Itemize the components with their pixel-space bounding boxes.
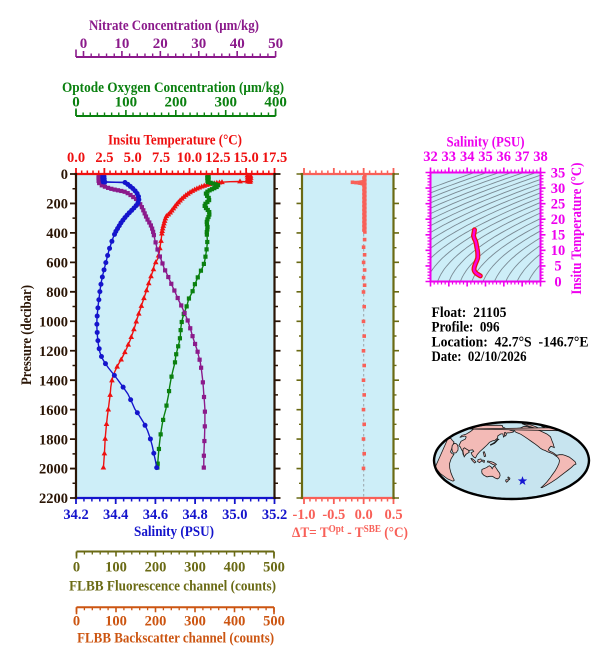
svg-text:17.5: 17.5 [262,150,287,166]
svg-text:40: 40 [230,36,245,52]
svg-text:Nitrate Concentration (μm/kg): Nitrate Concentration (μm/kg) [89,18,259,34]
svg-text:600: 600 [46,256,68,272]
svg-text:Float: 21105: Float: 21105 [432,305,507,321]
svg-text:15: 15 [551,228,566,244]
svg-text:200: 200 [145,560,167,576]
svg-text:2000: 2000 [39,462,68,478]
svg-text:FLBB Backscatter channel (coun: FLBB Backscatter channel (counts) [77,631,274,647]
svg-text:100: 100 [105,560,127,576]
svg-text:0.0: 0.0 [67,150,85,166]
svg-text:2200: 2200 [39,491,68,507]
svg-text:Location: 42.7°S -146.7°E: Location: 42.7°S -146.7°E [432,334,589,350]
svg-text:15.0: 15.0 [233,150,258,166]
svg-text:30: 30 [551,181,566,197]
svg-text:10: 10 [114,36,129,52]
svg-text:400: 400 [46,226,68,242]
svg-text:33: 33 [442,149,457,165]
svg-text:32: 32 [423,149,438,165]
svg-text:35: 35 [551,165,566,181]
svg-text:Profile: 096: Profile: 096 [432,320,500,336]
svg-text:800: 800 [46,285,68,301]
svg-text:36: 36 [497,149,512,165]
svg-text:34.2: 34.2 [63,507,88,523]
svg-text:500: 500 [263,560,285,576]
svg-text:FLBB Fluorescence channel (cou: FLBB Fluorescence channel (counts) [69,579,276,595]
svg-text:0: 0 [72,95,80,111]
svg-text:400: 400 [224,560,246,576]
svg-text:200: 200 [46,197,68,213]
svg-text:0: 0 [554,274,561,290]
svg-text:34.6: 34.6 [143,507,168,523]
svg-text:0.0: 0.0 [355,507,373,523]
svg-text:5.0: 5.0 [124,150,142,166]
svg-text:35.2: 35.2 [262,507,287,523]
svg-text:1400: 1400 [39,373,68,389]
svg-text:300: 300 [184,614,206,630]
svg-text:5: 5 [554,259,561,275]
svg-text:100: 100 [115,95,138,111]
svg-text:10: 10 [551,243,566,259]
svg-text:35: 35 [478,149,493,165]
svg-text:35.0: 35.0 [222,507,247,523]
svg-text:1000: 1000 [39,315,68,331]
svg-text:0: 0 [73,614,80,630]
svg-text:50: 50 [268,36,283,52]
svg-text:20: 20 [153,36,168,52]
svg-text:0: 0 [73,560,80,576]
svg-text:Pressure (decibar): Pressure (decibar) [19,285,35,385]
svg-text:Date: 02/10/2026: Date: 02/10/2026 [432,349,527,365]
svg-text:Salinity (PSU): Salinity (PSU) [134,524,214,540]
svg-text:34: 34 [460,149,475,165]
svg-text:Insitu Temperature (°C): Insitu Temperature (°C) [108,133,242,149]
svg-text:300: 300 [214,95,237,111]
svg-text:1800: 1800 [39,432,68,448]
svg-text:200: 200 [165,95,188,111]
svg-text:0.5: 0.5 [384,507,402,523]
svg-text:30: 30 [191,36,206,52]
svg-text:300: 300 [184,560,206,576]
svg-text:-0.5: -0.5 [322,507,345,523]
svg-text:1200: 1200 [39,344,68,360]
svg-text:ΔT= TOpt - TSBE (°C): ΔT= TOpt - TSBE (°C) [292,524,408,541]
svg-text:7.5: 7.5 [152,150,170,166]
svg-text:Optode Oxygen Concentration (μ: Optode Oxygen Concentration (μm/kg) [62,80,284,96]
svg-text:38: 38 [533,149,548,165]
svg-text:2.5: 2.5 [95,150,113,166]
svg-text:500: 500 [263,614,285,630]
svg-text:400: 400 [224,614,246,630]
svg-text:Insitu Temperature (°C): Insitu Temperature (°C) [569,163,585,295]
svg-text:-1.0: -1.0 [293,507,316,523]
svg-text:34.8: 34.8 [182,507,207,523]
svg-text:10.0: 10.0 [177,150,202,166]
svg-text:Salinity (PSU): Salinity (PSU) [447,135,525,151]
svg-text:20: 20 [551,212,566,228]
svg-text:34.4: 34.4 [103,507,128,523]
svg-text:1600: 1600 [39,403,68,419]
svg-text:100: 100 [105,614,127,630]
svg-text:0: 0 [80,36,88,52]
svg-text:12.5: 12.5 [205,150,230,166]
svg-text:400: 400 [264,95,287,111]
svg-text:200: 200 [145,614,167,630]
svg-text:25: 25 [551,196,566,212]
svg-text:0: 0 [61,167,68,183]
svg-text:37: 37 [515,149,530,165]
